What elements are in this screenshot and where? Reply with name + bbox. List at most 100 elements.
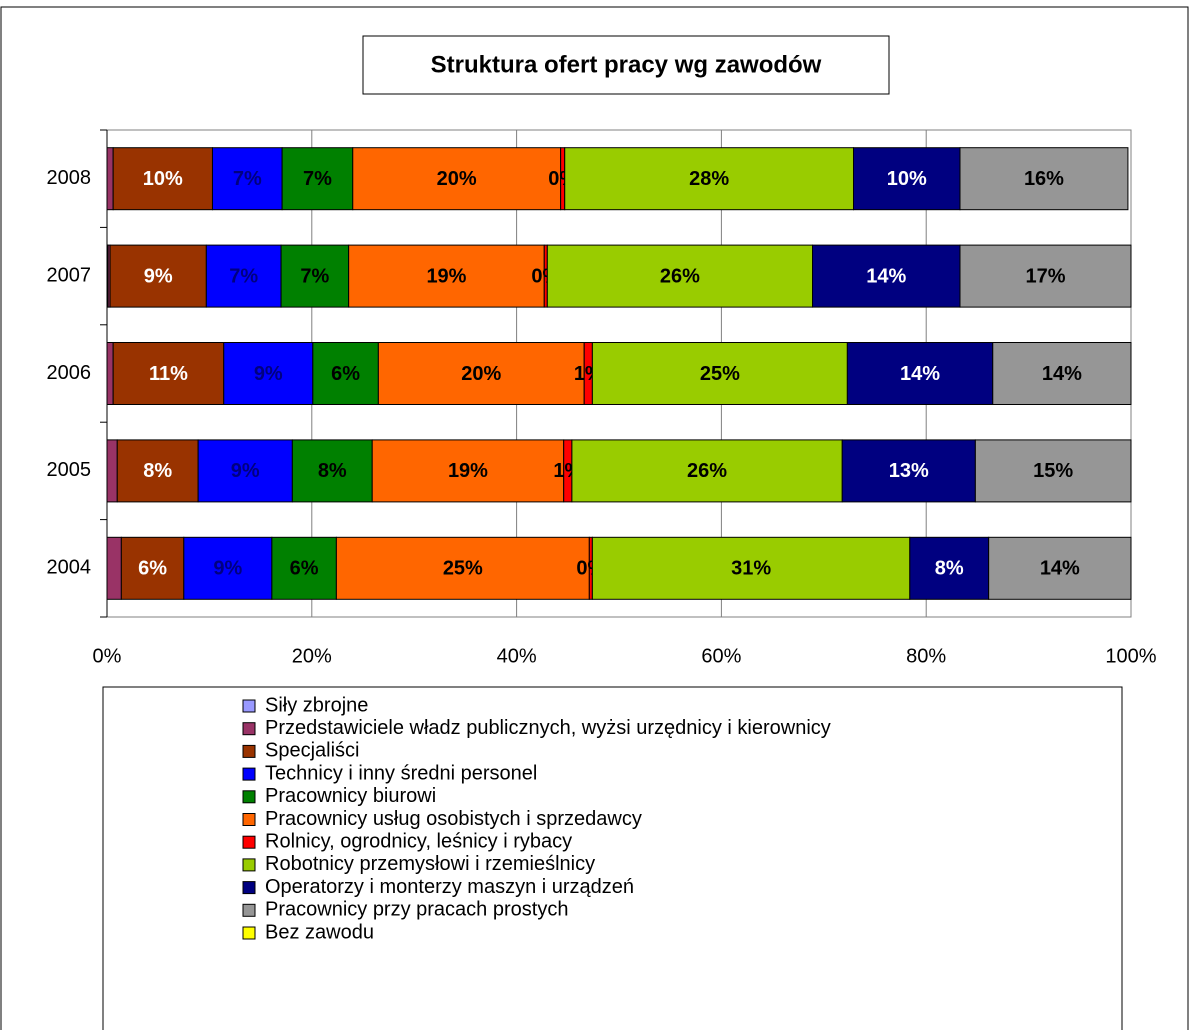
- x-tick-label: 80%: [906, 645, 946, 667]
- y-tick-label: 2005: [47, 459, 92, 481]
- bar-segment: [352, 147, 562, 211]
- x-tick-label: 0%: [93, 645, 122, 667]
- legend-swatch: [242, 790, 256, 804]
- legend-label: Technicy i inny średni personel: [265, 762, 537, 784]
- data-label: 6%: [290, 558, 319, 580]
- data-label: 7%: [303, 168, 332, 190]
- data-label: 8%: [935, 558, 964, 580]
- bar-segment: [377, 342, 585, 405]
- legend-label: Rolnicy, ogrodnicy, leśnicy i rybacy: [265, 830, 572, 852]
- data-label: 9%: [254, 363, 283, 385]
- data-label: 25%: [443, 558, 483, 580]
- legend-label: Pracownicy przy pracach prostych: [265, 899, 568, 921]
- bar-segment: [109, 244, 207, 308]
- legend-label: Pracownicy biurowi: [265, 785, 436, 807]
- bar-segment: [992, 342, 1132, 405]
- legend-swatch: [242, 699, 256, 713]
- legend-label: Przedstawiciele władz publicznych, wyżsi…: [265, 717, 831, 739]
- data-label: 7%: [233, 168, 262, 190]
- data-label: 8%: [143, 460, 172, 482]
- bar-segment: [120, 536, 185, 600]
- data-label: 26%: [660, 265, 700, 287]
- data-label: 16%: [1024, 168, 1064, 190]
- x-tick-label: 20%: [292, 645, 332, 667]
- data-label: 25%: [700, 363, 740, 385]
- data-label: 28%: [689, 168, 729, 190]
- bar-segment: [988, 536, 1132, 600]
- x-tick-label: 40%: [497, 645, 537, 667]
- legend-swatch: [242, 926, 256, 940]
- bar-segment: [312, 342, 379, 405]
- data-label: 17%: [1025, 265, 1065, 287]
- legend-box: [102, 686, 1123, 1030]
- bar-segment: [546, 244, 814, 308]
- data-label: 8%: [318, 460, 347, 482]
- legend-swatch: [242, 722, 256, 736]
- bar-segment: [205, 244, 282, 308]
- bar-segment: [348, 244, 545, 308]
- legend-swatch: [242, 881, 256, 895]
- data-label: 14%: [1042, 363, 1082, 385]
- data-label: 10%: [143, 168, 183, 190]
- chart-title: Struktura ofert pracy wg zawodów: [431, 51, 822, 78]
- bar-segment: [335, 536, 590, 600]
- bar-segment: [974, 439, 1132, 503]
- data-label: 6%: [331, 363, 360, 385]
- legend-swatch: [242, 835, 256, 849]
- legend-swatch: [242, 903, 256, 917]
- y-tick-label: 2007: [47, 264, 92, 286]
- bar-segment: [852, 147, 961, 211]
- bar-segment: [959, 244, 1132, 308]
- bar-segment: [106, 147, 114, 211]
- bar-segment: [591, 342, 848, 405]
- data-label: 14%: [1040, 558, 1080, 580]
- data-label: 20%: [437, 168, 477, 190]
- y-tick-label: 2008: [47, 167, 92, 189]
- legend-swatch: [242, 744, 256, 758]
- bar-segment: [183, 536, 273, 600]
- data-label: 19%: [448, 460, 488, 482]
- data-label: 11%: [149, 363, 188, 385]
- bar-segment: [223, 342, 314, 405]
- data-label: 19%: [426, 265, 466, 287]
- bar-segment: [291, 439, 373, 503]
- data-label: 7%: [300, 265, 329, 287]
- data-label: 15%: [1033, 460, 1073, 482]
- y-tick-label: 2004: [47, 557, 92, 579]
- x-tick-label: 60%: [701, 645, 741, 667]
- data-label: 20%: [461, 363, 501, 385]
- data-label: 10%: [887, 168, 927, 190]
- bar-segment: [271, 536, 337, 600]
- legend-label: Specjaliści: [265, 740, 359, 762]
- legend-label: Bez zawodu: [265, 921, 374, 943]
- data-label: 13%: [889, 460, 929, 482]
- bar-segment: [116, 439, 199, 503]
- data-label: 9%: [213, 558, 242, 580]
- legend-swatch: [242, 767, 256, 781]
- bar-segment: [959, 147, 1129, 211]
- bar-segment: [846, 342, 994, 405]
- x-tick-label: 100%: [1105, 645, 1156, 667]
- bar-segment: [112, 147, 213, 211]
- bar-segment: [371, 439, 565, 503]
- data-label: 9%: [144, 265, 173, 287]
- bar-segment: [591, 536, 911, 600]
- data-label: 9%: [231, 460, 260, 482]
- y-tick-label: 2006: [47, 362, 92, 384]
- title-box: [362, 35, 890, 95]
- legend-label: Robotnicy przemysłowi i rzemieślnicy: [265, 853, 595, 875]
- data-label: 6%: [138, 558, 167, 580]
- bar-segment: [197, 439, 293, 503]
- legend-swatch: [242, 858, 256, 872]
- data-label: 14%: [900, 363, 940, 385]
- legend-label: Siły zbrojne: [265, 694, 368, 716]
- legend-swatch: [242, 813, 256, 826]
- bar-segment: [812, 244, 961, 308]
- data-label: 7%: [229, 265, 258, 287]
- bar-segment: [106, 342, 114, 405]
- data-label: 31%: [731, 558, 771, 580]
- legend-label: Pracownicy usług osobistych i sprzedawcy: [265, 808, 642, 830]
- bar-segment: [281, 147, 354, 211]
- bar-segment: [564, 147, 854, 211]
